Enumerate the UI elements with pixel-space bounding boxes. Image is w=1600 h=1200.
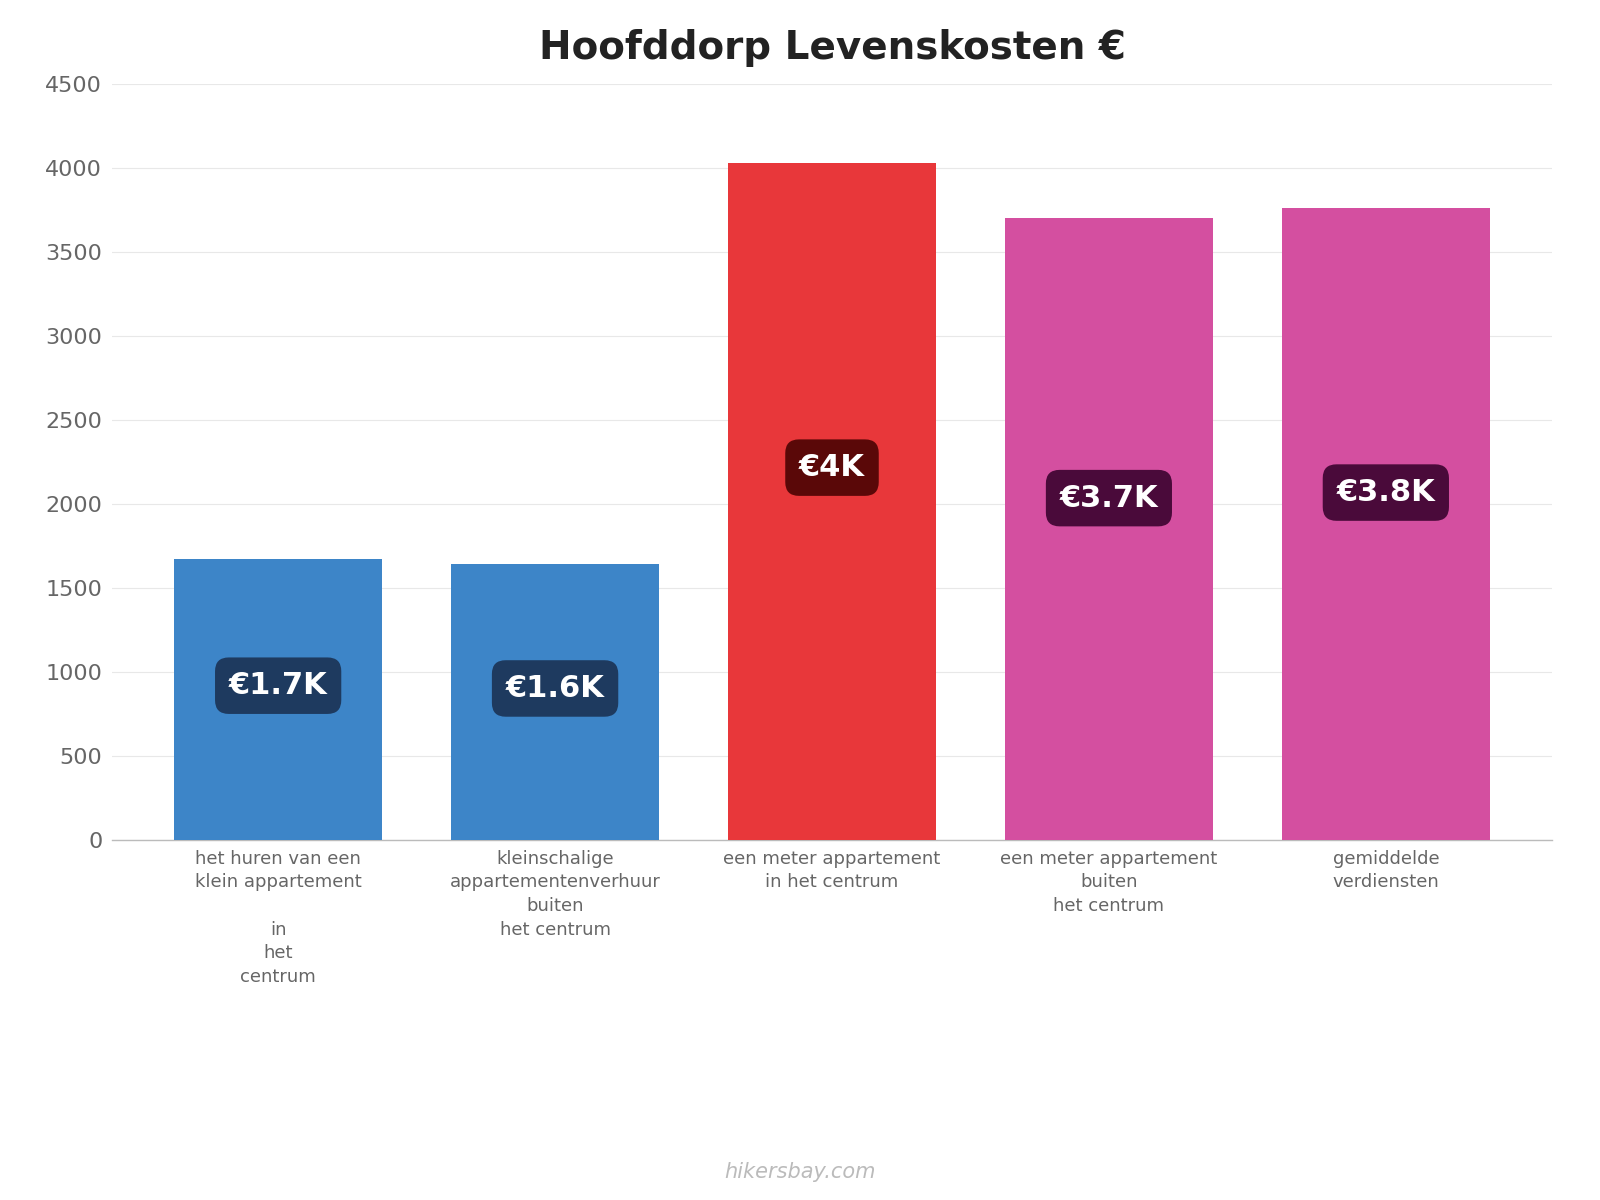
Text: €3.8K: €3.8K xyxy=(1336,478,1435,508)
Text: €3.7K: €3.7K xyxy=(1059,484,1158,512)
Text: hikersbay.com: hikersbay.com xyxy=(725,1162,875,1182)
Text: €1.6K: €1.6K xyxy=(506,674,605,703)
Text: €4K: €4K xyxy=(798,454,866,482)
Title: Hoofddorp Levenskosten €: Hoofddorp Levenskosten € xyxy=(539,29,1125,67)
Bar xyxy=(728,163,936,840)
Text: €1.7K: €1.7K xyxy=(229,671,328,700)
Bar xyxy=(174,559,382,840)
Bar xyxy=(451,564,659,840)
Bar xyxy=(1005,218,1213,840)
Bar xyxy=(1282,209,1490,840)
